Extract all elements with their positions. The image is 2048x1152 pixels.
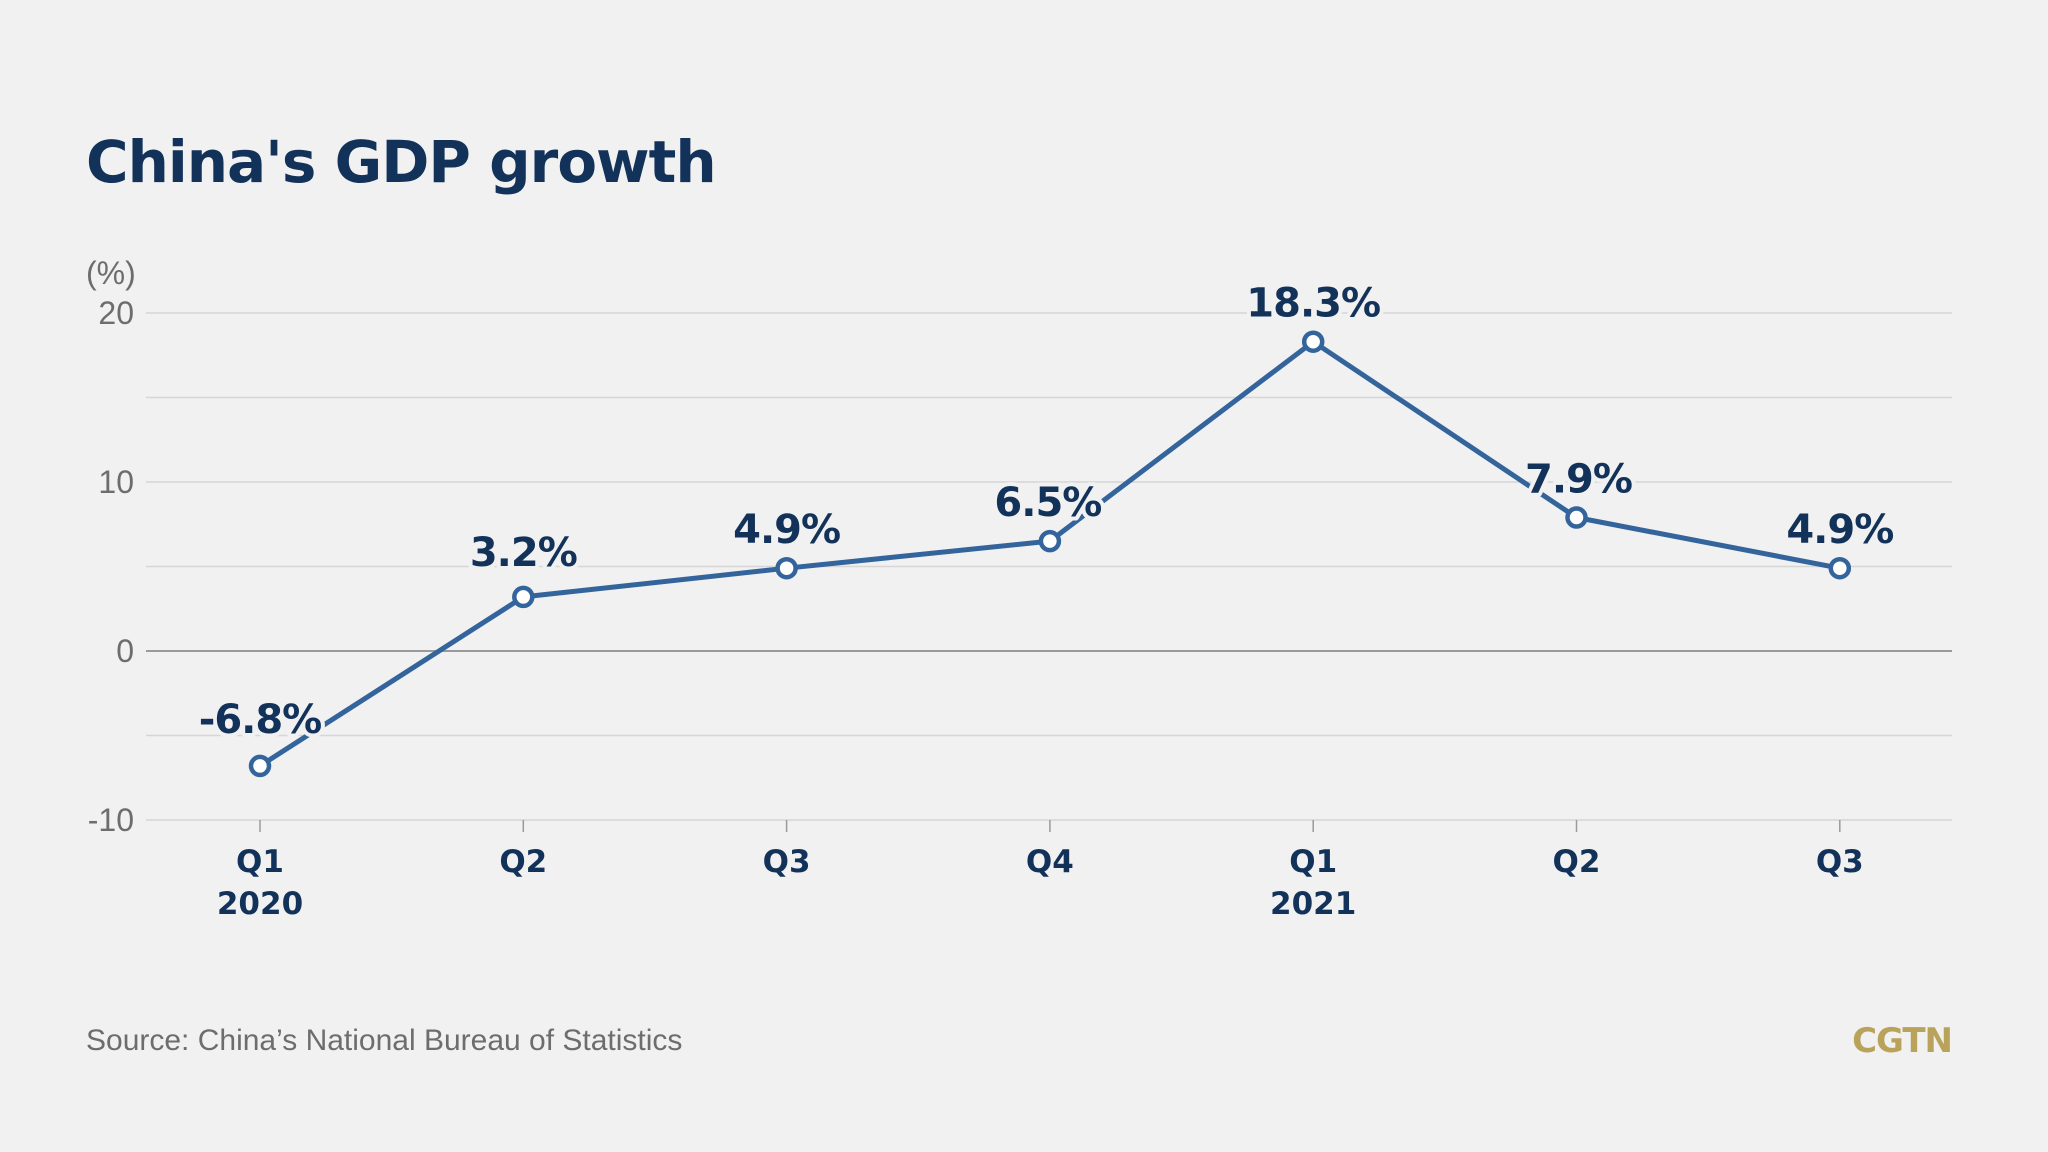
data-label: 7.9% <box>1525 456 1632 502</box>
x-tick-label: Q2 <box>1553 844 1601 880</box>
x-tick-label: Q4 <box>1026 844 1074 880</box>
x-axis-ticks: Q1 2020 Q2 Q3 Q4 Q1 2021 Q2 Q3 <box>217 820 1864 922</box>
y-axis-unit-label: (%) <box>86 255 136 291</box>
data-label: -6.8% <box>199 697 322 743</box>
x-tick-year-label: 2021 <box>1270 886 1356 922</box>
data-point <box>1301 330 1325 353</box>
chart-title: China's GDP growth <box>86 128 717 196</box>
data-point <box>1828 556 1852 580</box>
source-note: Source: China’s National Bureau of Stati… <box>86 1024 683 1057</box>
data-labels: -6.8% 3.2% 4.9% 6.5% 18.3% 7.9% 4.9% <box>195 277 1899 747</box>
x-tick-label: Q2 <box>499 844 547 880</box>
y-tick-label: 0 <box>116 633 134 669</box>
x-tick-label: Q3 <box>1816 844 1864 880</box>
data-points <box>248 330 1852 778</box>
data-point <box>248 754 272 778</box>
data-label: 3.2% <box>470 530 577 576</box>
y-tick-label: 20 <box>98 295 134 331</box>
data-label: 4.9% <box>733 507 840 553</box>
data-point <box>775 556 798 580</box>
y-axis-ticks: 20 10 0 -10 <box>88 295 134 838</box>
data-point <box>1565 506 1588 529</box>
data-label: 4.9% <box>1786 507 1893 553</box>
y-tick-label: 10 <box>98 464 134 500</box>
data-point <box>512 585 535 609</box>
gridlines <box>146 312 1952 821</box>
y-tick-label: -10 <box>88 802 134 838</box>
data-label: 6.5% <box>994 480 1101 526</box>
x-tick-label: Q1 <box>236 844 284 880</box>
x-tick-year-label: 2020 <box>217 886 303 922</box>
x-tick-label: Q3 <box>763 844 811 880</box>
cgtn-logo: CGTN <box>1852 1021 1953 1061</box>
data-label: 18.3% <box>1246 281 1380 327</box>
data-point <box>1038 529 1062 553</box>
x-tick-label: Q1 <box>1289 844 1337 880</box>
